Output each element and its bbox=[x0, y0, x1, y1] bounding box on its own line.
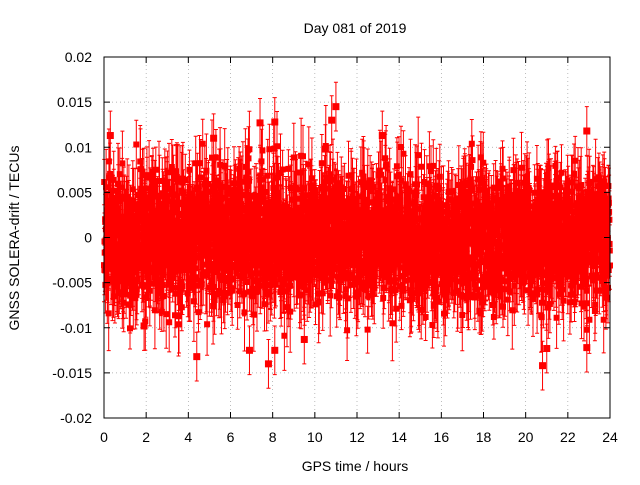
x-tick-label: 16 bbox=[434, 429, 450, 445]
x-tick-label: 6 bbox=[227, 429, 235, 445]
x-tick-label: 20 bbox=[518, 429, 534, 445]
data-points bbox=[101, 140, 613, 339]
data-point bbox=[106, 132, 114, 140]
x-tick-label: 24 bbox=[602, 429, 618, 445]
y-tick-label: 0.01 bbox=[65, 139, 92, 155]
y-tick-label: -0.015 bbox=[52, 365, 92, 381]
data-point bbox=[328, 116, 336, 124]
y-tick-label: -0.005 bbox=[52, 275, 92, 291]
data-point bbox=[321, 145, 329, 153]
data-series bbox=[101, 81, 613, 391]
data-point bbox=[193, 353, 201, 361]
data-point bbox=[583, 344, 591, 352]
data-point bbox=[300, 335, 308, 343]
data-point bbox=[332, 103, 340, 111]
data-point bbox=[256, 119, 264, 127]
x-tick-label: 2 bbox=[142, 429, 150, 445]
chart-title: Day 081 of 2019 bbox=[304, 20, 407, 36]
data-point bbox=[378, 132, 386, 140]
x-tick-label: 22 bbox=[560, 429, 576, 445]
data-point bbox=[245, 346, 253, 354]
x-axis-label: GPS time / hours bbox=[302, 458, 409, 474]
y-tick-label: 0.005 bbox=[57, 184, 92, 200]
data-point bbox=[583, 127, 591, 135]
axes: 0 2 4 6 8 10 12 14 16 18 20 22 24-0.02-0.015-0.01-0.… bbox=[52, 49, 618, 445]
x-tick-label: 4 bbox=[184, 429, 192, 445]
x-tick-label: 8 bbox=[269, 429, 277, 445]
x-tick-label: 18 bbox=[476, 429, 492, 445]
y-tick-label: 0.02 bbox=[65, 49, 92, 65]
data-point bbox=[210, 134, 218, 142]
y-axis-label: GNSS SOLERA-drift / TECUs bbox=[6, 146, 22, 331]
data-point bbox=[140, 322, 148, 330]
data-point bbox=[543, 345, 551, 353]
data-point bbox=[264, 360, 272, 368]
y-tick-label: 0.015 bbox=[57, 94, 92, 110]
x-tick-label: 12 bbox=[349, 429, 365, 445]
data-point bbox=[539, 362, 547, 370]
x-tick-label: 14 bbox=[391, 429, 407, 445]
data-point bbox=[271, 118, 279, 126]
y-tick-label: 0 bbox=[84, 230, 92, 246]
y-tick-label: -0.01 bbox=[60, 320, 92, 336]
y-tick-label: -0.02 bbox=[60, 410, 92, 426]
x-tick-label: 10 bbox=[307, 429, 323, 445]
x-tick-label: 0 bbox=[100, 429, 108, 445]
data-point bbox=[271, 346, 279, 354]
